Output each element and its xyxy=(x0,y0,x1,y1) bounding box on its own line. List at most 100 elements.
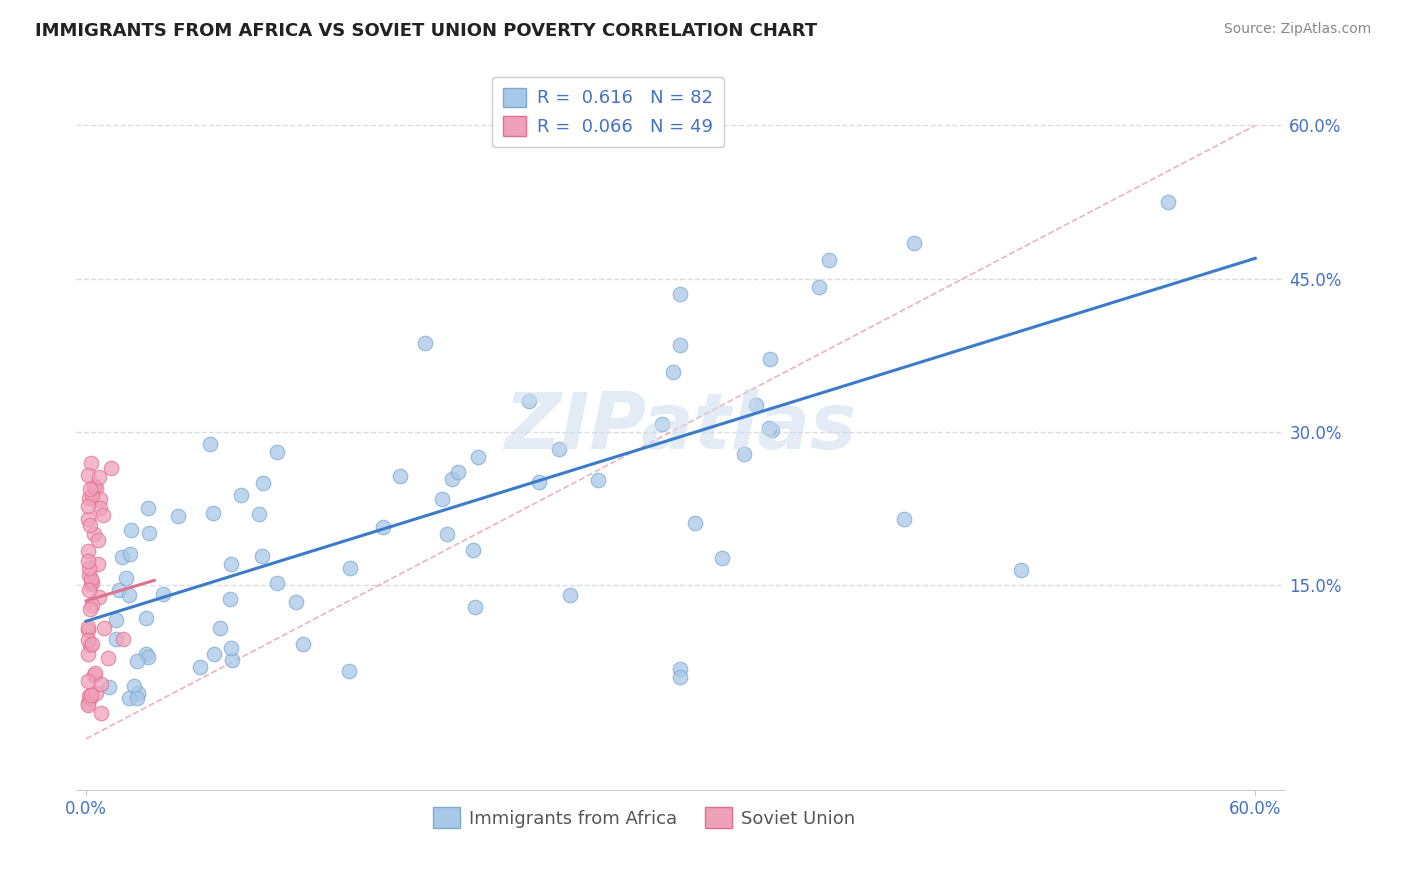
Point xyxy=(77,689,100,703)
Point xyxy=(440,473,463,487)
Point xyxy=(436,527,458,541)
Point xyxy=(135,611,157,625)
Text: Source: ZipAtlas.com: Source: ZipAtlas.com xyxy=(1223,22,1371,37)
Point xyxy=(80,456,103,470)
Point xyxy=(266,444,288,458)
Point xyxy=(188,659,211,673)
Point xyxy=(90,676,112,690)
Point xyxy=(77,647,100,661)
Point xyxy=(202,647,225,661)
Text: ZIPatlas: ZIPatlas xyxy=(505,389,856,465)
Point xyxy=(389,469,412,483)
Point xyxy=(79,491,101,505)
Point xyxy=(138,525,160,540)
Point xyxy=(77,512,100,526)
Point xyxy=(79,690,101,705)
Point xyxy=(1156,195,1178,210)
Point xyxy=(118,690,141,705)
Point xyxy=(758,420,780,434)
Point xyxy=(80,688,103,702)
Point xyxy=(79,602,101,616)
Point xyxy=(98,680,121,694)
Point xyxy=(818,253,841,268)
Point xyxy=(97,651,120,665)
Point xyxy=(669,670,692,684)
Point xyxy=(669,287,692,301)
Point xyxy=(80,574,103,589)
Point xyxy=(77,468,100,483)
Point xyxy=(77,698,100,713)
Point xyxy=(122,679,145,693)
Point xyxy=(413,336,436,351)
Point xyxy=(893,512,915,526)
Point xyxy=(105,632,128,646)
Point xyxy=(77,633,100,648)
Point xyxy=(90,706,112,721)
Point xyxy=(808,279,831,293)
Point xyxy=(651,417,673,431)
Point xyxy=(201,507,224,521)
Point xyxy=(903,235,925,250)
Point xyxy=(337,664,360,678)
Point xyxy=(339,560,361,574)
Point xyxy=(77,554,100,568)
Point xyxy=(461,543,484,558)
Point xyxy=(77,623,100,637)
Point xyxy=(683,516,706,531)
Point xyxy=(77,560,100,574)
Point xyxy=(125,690,148,705)
Point xyxy=(77,582,100,597)
Point xyxy=(464,600,486,615)
Point xyxy=(87,533,110,548)
Point xyxy=(219,641,242,656)
Point xyxy=(108,583,131,598)
Point xyxy=(93,621,115,635)
Point xyxy=(252,549,274,563)
Point xyxy=(558,588,581,602)
Point xyxy=(247,507,270,521)
Point xyxy=(91,508,114,523)
Point xyxy=(209,621,232,635)
Point xyxy=(662,365,685,379)
Point xyxy=(292,637,315,651)
Point xyxy=(586,474,609,488)
Point xyxy=(219,591,242,606)
Point xyxy=(229,488,252,502)
Point xyxy=(83,668,105,682)
Point xyxy=(669,338,692,352)
Point xyxy=(432,491,454,506)
Point xyxy=(111,632,134,647)
Point xyxy=(79,638,101,652)
Legend: Immigrants from Africa, Soviet Union: Immigrants from Africa, Soviet Union xyxy=(426,800,862,835)
Point xyxy=(745,398,768,412)
Point xyxy=(152,587,174,601)
Point xyxy=(80,488,103,502)
Point xyxy=(517,394,540,409)
Point xyxy=(87,557,110,571)
Point xyxy=(77,696,100,710)
Point xyxy=(114,571,136,585)
Point xyxy=(89,500,111,515)
Point xyxy=(669,662,692,676)
Point xyxy=(117,588,139,602)
Point xyxy=(84,481,107,495)
Point xyxy=(79,568,101,582)
Point xyxy=(285,595,308,609)
Point xyxy=(79,518,101,533)
Point xyxy=(87,469,110,483)
Point xyxy=(221,653,243,667)
Point xyxy=(252,475,274,490)
Point xyxy=(373,519,395,533)
Text: IMMIGRANTS FROM AFRICA VS SOVIET UNION POVERTY CORRELATION CHART: IMMIGRANTS FROM AFRICA VS SOVIET UNION P… xyxy=(35,22,817,40)
Point xyxy=(80,637,103,651)
Point xyxy=(84,686,107,700)
Point xyxy=(529,475,551,490)
Point xyxy=(447,466,470,480)
Point xyxy=(77,544,100,558)
Point xyxy=(761,423,783,437)
Point xyxy=(734,446,756,460)
Point xyxy=(136,650,159,665)
Point xyxy=(79,482,101,496)
Point xyxy=(711,551,734,566)
Point xyxy=(77,499,100,513)
